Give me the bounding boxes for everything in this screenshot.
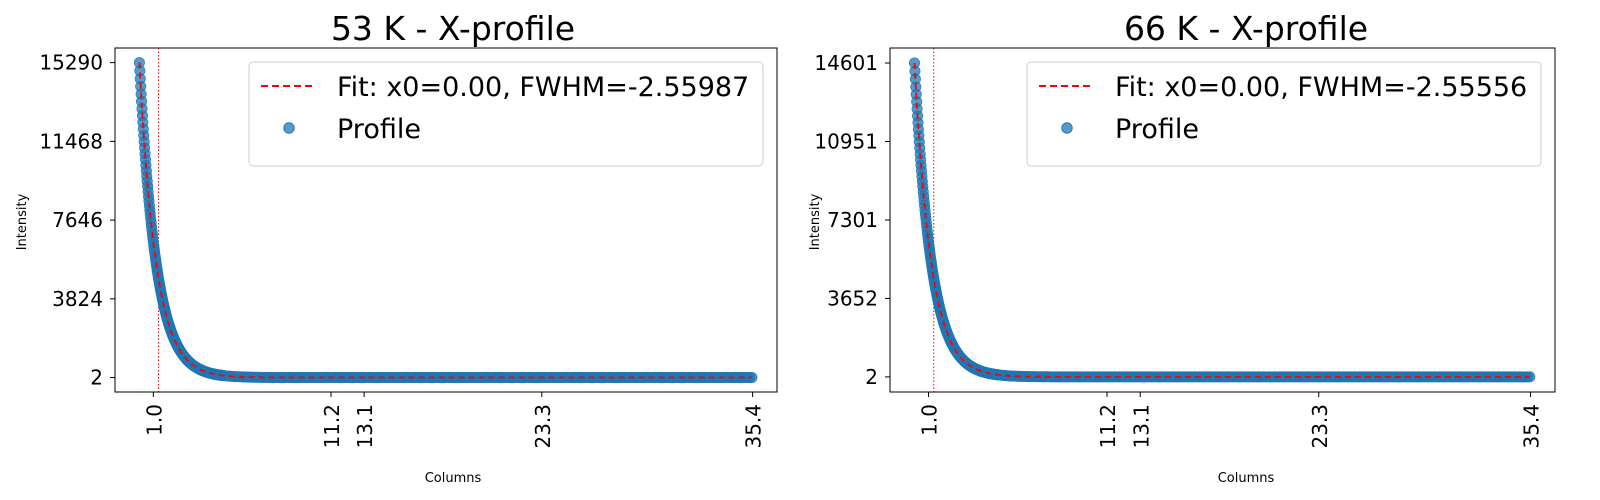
plot-content [890, 48, 1536, 392]
y-tick-label: 15290 [39, 51, 103, 75]
fit-line [138, 62, 752, 379]
x-tick-label: 35.4 [1520, 404, 1544, 449]
x-tick-label: 23.3 [1308, 404, 1332, 449]
y-tick-label: 3652 [827, 286, 878, 310]
legend-fit-label: Fit: x0=0.00, FWHM=-2.55556 [1115, 72, 1527, 103]
y-axis-label: Intensity [808, 193, 823, 250]
y-tick-label: 2 [865, 365, 878, 389]
plot-area: 2 3652 7301 10951 14601 1.0 11.2 13.1 23.3 35.4 Fi… [814, 47, 1556, 449]
x-tick-label: 1.0 [142, 404, 166, 436]
y-axis-label: Intensity [15, 193, 30, 250]
y-tick-label: 11468 [39, 129, 103, 153]
profile-point [746, 372, 758, 384]
y-tick-label: 2 [90, 366, 103, 390]
x-tick-label: 13.1 [1129, 404, 1153, 449]
legend-box [1026, 61, 1542, 167]
legend-fit-label: Fit: x0=0.00, FWHM=-2.55987 [337, 72, 749, 103]
x-tick-label: 13.1 [353, 404, 377, 449]
legend-profile-label: Profile [1115, 114, 1199, 145]
x-tick-label: 23.3 [531, 404, 555, 449]
chart-title: 66 K - X-profile [1124, 9, 1368, 48]
y-tick-label: 3824 [52, 287, 103, 311]
legend-profile-label: Profile [337, 114, 421, 145]
x-tick-label: 35.4 [742, 404, 766, 449]
y-tick-label: 7301 [827, 208, 878, 232]
profile-point [1524, 371, 1536, 383]
chart-title: 53 K - X-profile [331, 9, 575, 48]
x-axis-label: Columns [425, 471, 482, 486]
fit-line [913, 62, 1530, 378]
plot-content [115, 48, 758, 392]
plot-area: 2 3824 7646 11468 15290 1.0 11.2 13.1 23.3 35.4 Fi… [39, 47, 778, 449]
x-tick-label: 11.2 [1096, 404, 1120, 449]
x-axis-label: Columns [1218, 471, 1275, 486]
y-tick-label: 7646 [52, 208, 103, 232]
legend: Fit: x0=0.00, FWHM=-2.55987 Profile [248, 61, 764, 167]
x-tick-label: 1.0 [918, 404, 942, 436]
legend-profile-swatch [283, 122, 295, 134]
y-tick-label: 14601 [814, 51, 878, 75]
chart-panel-66k: 66 K - X-profile Columns Intensity 2 3652… [808, 9, 1556, 486]
legend: Fit: x0=0.00, FWHM=-2.55556 Profile [1026, 61, 1542, 167]
y-tick-label: 10951 [814, 130, 878, 154]
legend-box [248, 61, 764, 167]
legend-profile-swatch [1061, 122, 1073, 134]
chart-panel-53k: 53 K - X-profile Columns Intensity 2 3824… [15, 9, 778, 486]
x-tick-label: 11.2 [320, 404, 344, 449]
